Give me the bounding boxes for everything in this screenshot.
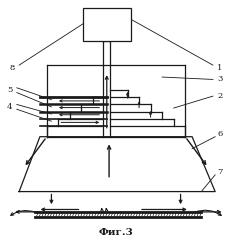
Text: 1: 1 bbox=[216, 64, 222, 72]
Text: 2: 2 bbox=[216, 92, 222, 100]
Text: 8: 8 bbox=[9, 64, 15, 72]
Text: Фиг.3: Фиг.3 bbox=[98, 228, 133, 237]
Text: 3: 3 bbox=[216, 75, 222, 84]
Text: 6: 6 bbox=[216, 130, 222, 138]
Text: 7: 7 bbox=[216, 168, 222, 176]
Text: 4: 4 bbox=[7, 103, 13, 111]
Text: 5: 5 bbox=[7, 86, 12, 94]
Bar bbox=[82, 8, 131, 41]
